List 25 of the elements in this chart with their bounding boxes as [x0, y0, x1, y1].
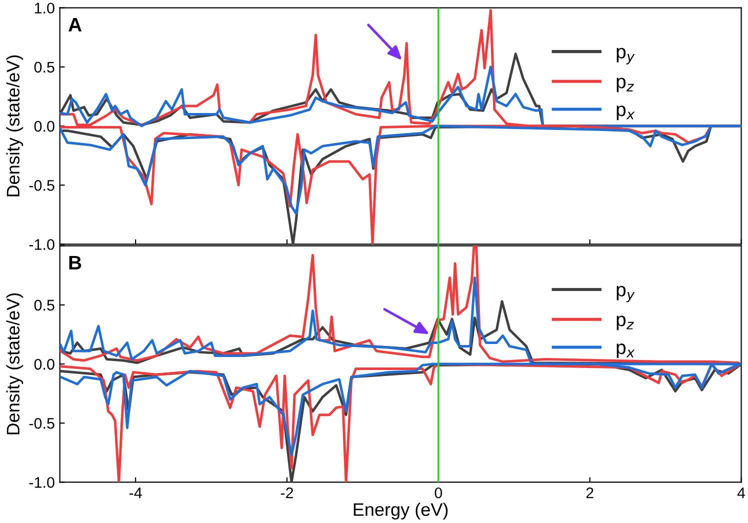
y-axis-title: Density (state/eV): [6, 293, 24, 434]
legend-label: p$_{z}$: [616, 316, 634, 330]
x-tick-label: 4: [737, 488, 746, 498]
x-axis-title: Energy (eV): [354, 502, 448, 520]
x-tick-label: 2: [586, 487, 594, 498]
y-tick-label: -1.0: [29, 477, 54, 488]
legend-label: p$_{z}$: [616, 78, 634, 92]
legend-label: p$_{y}$: [616, 48, 635, 64]
annotation: B: [69, 256, 82, 270]
annotation: A: [68, 18, 82, 32]
y-tick-label: 0.5: [34, 300, 54, 311]
y-tick-label: -0.5: [29, 418, 54, 429]
y-tick-label: -1.0: [29, 239, 54, 250]
y-axis-title: Density (state/eV): [6, 55, 24, 196]
y-tick-label: 0.0: [34, 358, 54, 370]
y-tick-label: 1.0: [34, 2, 54, 14]
legend-label: p$_{x}$: [616, 106, 635, 120]
legend-label: p$_{y}$: [616, 286, 635, 302]
x-tick-label: -2: [280, 487, 294, 498]
x-tick-label: 0: [434, 487, 442, 498]
y-tick-label: -0.5: [29, 180, 54, 191]
x-tick-label: -4: [129, 488, 142, 498]
legend-label: p$_{x}$: [616, 344, 635, 358]
y-tick-label: 0.0: [34, 120, 54, 132]
y-tick-label: 0.5: [34, 62, 54, 73]
